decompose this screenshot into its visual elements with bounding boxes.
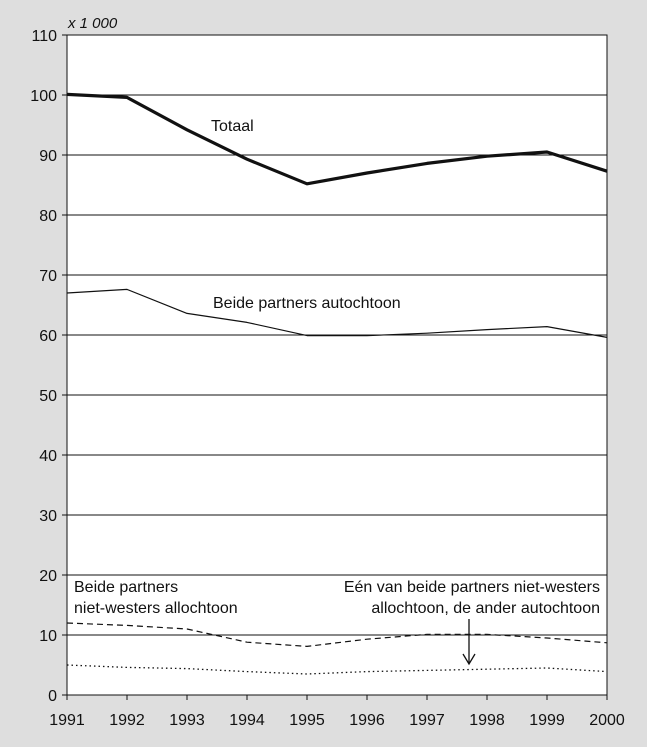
x-tick-label: 1991 (49, 712, 85, 729)
annotation-mixed-line1: Eén van beide partners niet-westers (344, 579, 600, 596)
x-tick-label: 2000 (589, 712, 625, 729)
series-line-2 (66, 622, 608, 648)
annotation-allochtoon-line2: niet-westers allochtoon (74, 600, 238, 617)
y-tick-label: 20 (39, 568, 57, 585)
x-tick-label: 1999 (529, 712, 565, 729)
y-tick-label: 50 (39, 388, 57, 405)
annotation-arrow (462, 619, 476, 666)
y-tick-label: 110 (31, 28, 57, 45)
y-tick-label: 60 (39, 328, 57, 345)
x-tick-label: 1995 (289, 712, 325, 729)
x-tick-label: 1993 (169, 712, 205, 729)
x-tick-label: 1994 (229, 712, 265, 729)
x-tick-label: 1997 (409, 712, 445, 729)
series-lines (66, 92, 608, 675)
series-line-0 (66, 92, 608, 186)
x-tick-label: 1992 (109, 712, 145, 729)
series-line-3 (66, 664, 608, 675)
gridlines (62, 34, 607, 696)
y-tick-label: 90 (39, 148, 57, 165)
series-line-1 (66, 288, 608, 338)
y-axis-unit-label: x 1 000 (67, 15, 118, 32)
annotation-allochtoon-line1: Beide partners (74, 579, 178, 596)
y-tick-label: 70 (39, 268, 57, 285)
plot-area (66, 34, 608, 696)
y-tick-label: 40 (39, 448, 57, 465)
y-tick-label: 80 (39, 208, 57, 225)
y-tick-label: 10 (39, 628, 57, 645)
annotation-autochtoon: Beide partners autochtoon (213, 295, 401, 312)
y-tick-label: 30 (39, 508, 57, 525)
annotation-totaal: Totaal (211, 118, 254, 135)
y-tick-label: 0 (48, 688, 57, 705)
y-axis-ticks: 0 10 20 30 40 50 60 70 80 90 100 110 (30, 28, 57, 705)
x-tick-label: 1998 (469, 712, 505, 729)
x-tick-label: 1996 (349, 712, 385, 729)
x-axis-ticks: 1991 1992 1993 1994 1995 1996 1997 1998 1999 2000 (49, 695, 625, 729)
y-tick-label: 100 (30, 88, 57, 105)
annotation-mixed-line2: allochtoon, de ander autochtoon (371, 600, 600, 617)
